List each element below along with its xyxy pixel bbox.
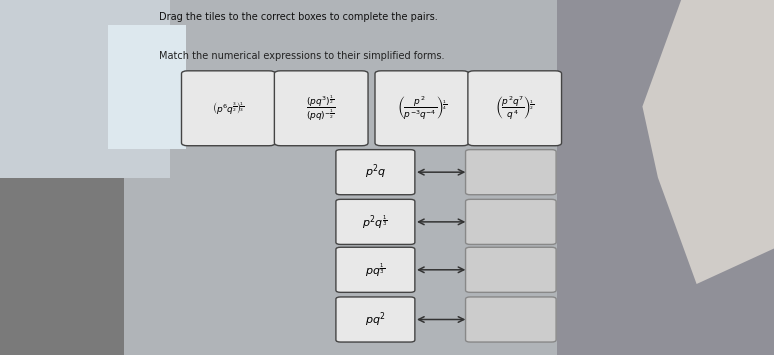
Text: $\left(p^6q^{\frac{3}{2}}\right)^{\!\frac{1}{3}}$: $\left(p^6q^{\frac{3}{2}}\right)^{\!\fra… [212,100,245,116]
FancyBboxPatch shape [274,71,368,146]
Text: $p^2q$: $p^2q$ [365,163,386,181]
FancyBboxPatch shape [336,247,415,293]
Text: $pq^{\frac{1}{3}}$: $pq^{\frac{1}{3}}$ [365,261,385,279]
FancyBboxPatch shape [375,71,469,146]
FancyBboxPatch shape [181,71,276,146]
Bar [0,0,170,178]
FancyBboxPatch shape [466,200,556,244]
FancyBboxPatch shape [467,71,562,146]
Bar [124,0,774,355]
Text: Match the numerical expressions to their simplified forms.: Match the numerical expressions to their… [159,51,444,61]
Text: $\left(\dfrac{p^2q^7}{q^4}\right)^{\!\frac{1}{2}}$: $\left(\dfrac{p^2q^7}{q^4}\right)^{\!\fr… [495,94,535,122]
FancyBboxPatch shape [336,200,415,244]
FancyBboxPatch shape [466,297,556,342]
FancyBboxPatch shape [466,150,556,195]
Text: $\left(\dfrac{p^2}{p^{-3}q^{-4}}\right)^{\!\frac{1}{4}}$: $\left(\dfrac{p^2}{p^{-3}q^{-4}}\right)^… [397,94,447,122]
FancyBboxPatch shape [336,297,415,342]
Text: $pq^2$: $pq^2$ [365,310,385,329]
Bar [108,25,186,149]
Text: Drag the tiles to the correct boxes to complete the pairs.: Drag the tiles to the correct boxes to c… [159,12,437,22]
Text: $p^2q^{\frac{1}{3}}$: $p^2q^{\frac{1}{3}}$ [362,213,389,231]
FancyBboxPatch shape [466,247,556,293]
Polygon shape [642,0,774,284]
FancyBboxPatch shape [336,150,415,195]
Text: $\dfrac{(pq^3)^{\frac{1}{2}}}{(pq)^{-\frac{1}{2}}}$: $\dfrac{(pq^3)^{\frac{1}{2}}}{(pq)^{-\fr… [307,93,336,123]
Bar [557,0,774,355]
